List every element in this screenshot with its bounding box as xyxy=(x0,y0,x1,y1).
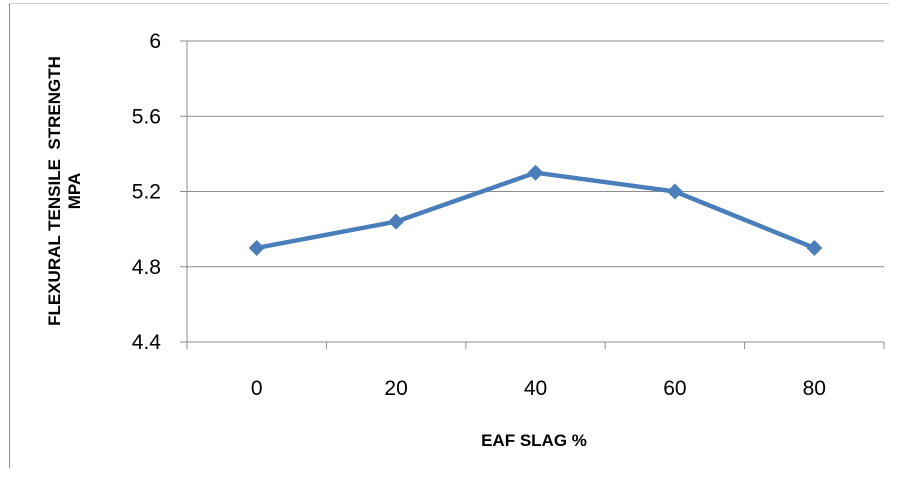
series-line xyxy=(256,170,816,251)
y-axis-title-line-1: FLEXURAL TENSILE STRENGTH xyxy=(45,56,64,326)
data-point-marker xyxy=(248,239,265,256)
x-tick-label: 60 xyxy=(663,377,686,400)
y-axis-title-line-2: MPA xyxy=(65,173,84,210)
series-layer xyxy=(248,164,823,256)
y-tick-label: 5.6 xyxy=(132,105,161,128)
x-tick-label: 0 xyxy=(251,377,263,400)
y-tick-label: 4.8 xyxy=(132,256,161,279)
chart-frame xyxy=(9,3,889,468)
x-tick-label: 80 xyxy=(803,377,826,400)
x-tick-label: 20 xyxy=(384,377,407,400)
x-axis-title: EAF SLAG % xyxy=(481,431,587,450)
data-point-marker xyxy=(806,239,823,256)
y-axis-title: FLEXURAL TENSILE STRENGTH MPA xyxy=(45,56,84,326)
y-tick-labels: 4.4 4.8 5.2 5.6 6 xyxy=(132,30,162,354)
y-tick-label: 6 xyxy=(149,30,161,53)
y-tick-label: 5.2 xyxy=(132,181,161,204)
gridlines xyxy=(187,40,884,343)
axes xyxy=(180,40,885,349)
data-point-marker xyxy=(527,164,544,181)
y-tick-label: 4.4 xyxy=(132,331,162,354)
data-point-marker xyxy=(388,213,405,230)
data-point-marker xyxy=(666,183,683,200)
x-tick-label: 40 xyxy=(524,377,547,400)
x-tick-labels: 0 20 40 60 80 xyxy=(251,377,826,400)
